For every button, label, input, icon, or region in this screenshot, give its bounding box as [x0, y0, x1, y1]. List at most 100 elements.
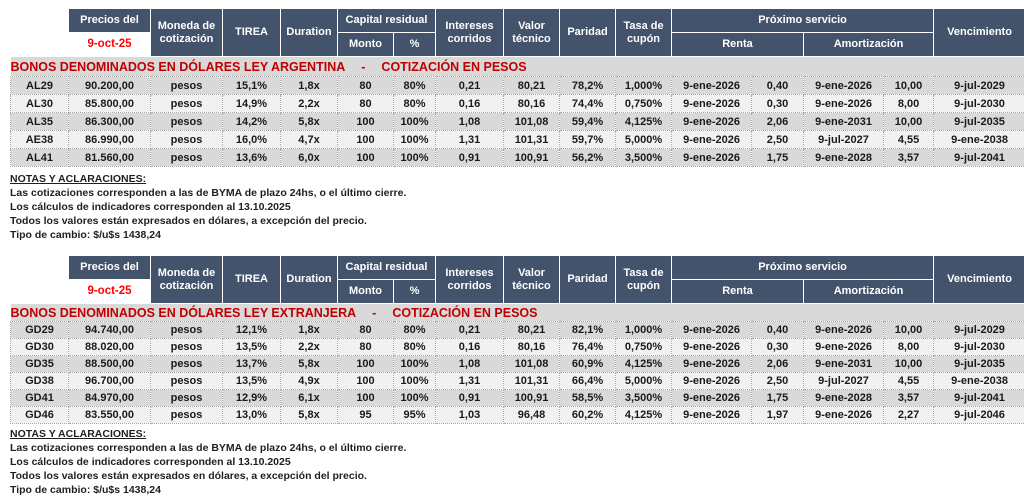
table-row: GD38 96.700,00 pesos 13,5% 4,9x 100 100% 1,31 10…	[10, 372, 1024, 390]
cell-amortizacion-monto: 4,55	[883, 130, 935, 149]
header-paridad: Paridad	[559, 255, 617, 304]
section-title-row: BONOS DENOMINADOS EN DÓLARES LEY EXTRANJ…	[10, 303, 1024, 322]
cell-precio: 81.560,00	[68, 148, 151, 167]
cell-tirea: 13,5%	[222, 338, 281, 356]
cell-valor-tecnico: 80,21	[503, 321, 561, 339]
cell-renta-fecha: 9-ene-2026	[671, 355, 753, 373]
header-tirea: TIREA	[222, 8, 281, 57]
cell-renta-monto: 2,50	[751, 130, 805, 149]
cell-amortizacion-monto: 3,57	[883, 148, 935, 167]
cell-moneda-cotizacion: pesos	[150, 76, 223, 95]
cell-vencimiento: 9-jul-2029	[933, 76, 1024, 95]
table-row: GD46 83.550,00 pesos 13,0% 5,8x 95 95% 1,03 96,4…	[10, 406, 1024, 424]
cell-amortizacion-fecha: 9-ene-2028	[803, 389, 885, 407]
header-valor-tecnico: Valor técnico	[503, 8, 561, 57]
cell-capital-pct: 80%	[392, 338, 437, 356]
table-row: GD30 88.020,00 pesos 13,5% 2,2x 80 80% 0,16 80,1…	[10, 338, 1024, 356]
cell-paridad: 66,4%	[559, 372, 617, 390]
cell-renta-fecha: 9-ene-2026	[671, 372, 753, 390]
cell-renta-monto: 0,30	[751, 94, 805, 113]
cell-capital-monto: 95	[337, 406, 394, 424]
cell-paridad: 74,4%	[559, 94, 617, 113]
cell-paridad: 58,5%	[559, 389, 617, 407]
cell-capital-monto: 100	[337, 389, 394, 407]
bond-table-ley-argentina: Precios del Moneda de cotización TIREA D…	[10, 8, 1024, 167]
header-tasa-cupon: Tasa de cupón	[615, 8, 673, 57]
header-paridad: Paridad	[559, 8, 617, 57]
cell-capital-pct: 80%	[392, 321, 437, 339]
table-row: AL30 85.800,00 pesos 14,9% 2,2x 80 80% 0,16 80,1…	[10, 94, 1024, 113]
cell-ticker: GD41	[10, 389, 69, 407]
cell-renta-monto: 0,40	[751, 76, 805, 95]
cell-tasa-cupon: 0,750%	[615, 338, 673, 356]
cell-tasa-cupon: 5,000%	[615, 130, 673, 149]
table-row: GD35 88.500,00 pesos 13,7% 5,8x 100 100% 1,08 10…	[10, 355, 1024, 373]
cell-intereses-corridos: 0,16	[435, 338, 505, 356]
cell-intereses-corridos: 1,03	[435, 406, 505, 424]
header-precios-date: 9-oct-25	[68, 279, 151, 304]
cell-ticker: AL29	[10, 76, 69, 95]
table-row: GD29 94.740,00 pesos 12,1% 1,8x 80 80% 0,21 80,2…	[10, 321, 1024, 339]
cell-moneda-cotizacion: pesos	[150, 338, 223, 356]
header-proximo-servicio: Próximo servicio	[671, 255, 935, 280]
table-row: AL41 81.560,00 pesos 13,6% 6,0x 100 100% 0,91 10…	[10, 148, 1024, 167]
cell-vencimiento: 9-jul-2030	[933, 94, 1024, 113]
header-proximo-servicio: Próximo servicio	[671, 8, 935, 33]
header-renta: Renta	[671, 32, 805, 57]
cell-valor-tecnico: 80,16	[503, 94, 561, 113]
cell-renta-fecha: 9-ene-2026	[671, 406, 753, 424]
cell-moneda-cotizacion: pesos	[150, 130, 223, 149]
header-precios-date: 9-oct-25	[68, 32, 151, 57]
cell-moneda-cotizacion: pesos	[150, 148, 223, 167]
header-duration: Duration	[280, 255, 338, 304]
cell-tasa-cupon: 4,125%	[615, 355, 673, 373]
cell-paridad: 76,4%	[559, 338, 617, 356]
cell-capital-monto: 80	[337, 321, 394, 339]
header-porcentaje: %	[392, 279, 437, 304]
header-corner-empty	[11, 256, 69, 304]
header-monto: Monto	[337, 32, 394, 57]
header-porcentaje: %	[392, 32, 437, 57]
cell-renta-fecha: 9-ene-2026	[671, 94, 753, 113]
cell-tirea: 15,1%	[222, 76, 281, 95]
cell-capital-monto: 100	[337, 130, 394, 149]
cell-renta-fecha: 9-ene-2026	[671, 130, 753, 149]
section-subtitle-text: COTIZACIÓN EN PESOS	[381, 60, 527, 74]
table-row: AL35 86.300,00 pesos 14,2% 5,8x 100 100% 1,08 10…	[10, 112, 1024, 131]
cell-renta-monto: 1,75	[751, 148, 805, 167]
header-moneda-cotizacion: Moneda de cotización	[150, 8, 223, 57]
cell-tirea: 14,9%	[222, 94, 281, 113]
cell-amortizacion-fecha: 9-ene-2028	[803, 148, 885, 167]
cell-tirea: 16,0%	[222, 130, 281, 149]
cell-amortizacion-monto: 4,55	[883, 372, 935, 390]
cell-ticker: GD46	[10, 406, 69, 424]
bond-table-ley-extranjera: Precios del Moneda de cotización TIREA D…	[10, 255, 1024, 424]
header-monto: Monto	[337, 279, 394, 304]
cell-tasa-cupon: 4,125%	[615, 406, 673, 424]
cell-ticker: AL35	[10, 112, 69, 131]
cell-precio: 88.020,00	[68, 338, 151, 356]
cell-precio: 96.700,00	[68, 372, 151, 390]
cell-precio: 86.990,00	[68, 130, 151, 149]
cell-amortizacion-fecha: 9-ene-2031	[803, 355, 885, 373]
section-title-text: BONOS DENOMINADOS EN DÓLARES LEY ARGENTI…	[10, 60, 346, 74]
header-intereses-corridos: Intereses corridos	[435, 8, 505, 57]
header-tasa-cupon: Tasa de cupón	[615, 255, 673, 304]
section-title: BONOS DENOMINADOS EN DÓLARES LEY EXTRANJ…	[10, 303, 1024, 322]
header-amortizacion: Amortización	[803, 32, 935, 57]
table-row: AL29 90.200,00 pesos 15,1% 1,8x 80 80% 0,21 80,2…	[10, 76, 1024, 95]
cell-valor-tecnico: 96,48	[503, 406, 561, 424]
cell-amortizacion-monto: 10,00	[883, 76, 935, 95]
cell-precio: 83.550,00	[68, 406, 151, 424]
cell-valor-tecnico: 101,31	[503, 372, 561, 390]
header-capital-residual: Capital residual	[336, 255, 437, 280]
cell-moneda-cotizacion: pesos	[150, 389, 223, 407]
cell-amortizacion-monto: 2,27	[883, 406, 935, 424]
section-title-dash: -	[372, 306, 377, 320]
cell-renta-monto: 2,06	[751, 355, 805, 373]
cell-capital-monto: 100	[337, 372, 394, 390]
cell-amortizacion-fecha: 9-ene-2026	[803, 406, 885, 424]
cell-moneda-cotizacion: pesos	[150, 94, 223, 113]
cell-paridad: 78,2%	[559, 76, 617, 95]
cell-intereses-corridos: 1,31	[435, 372, 505, 390]
